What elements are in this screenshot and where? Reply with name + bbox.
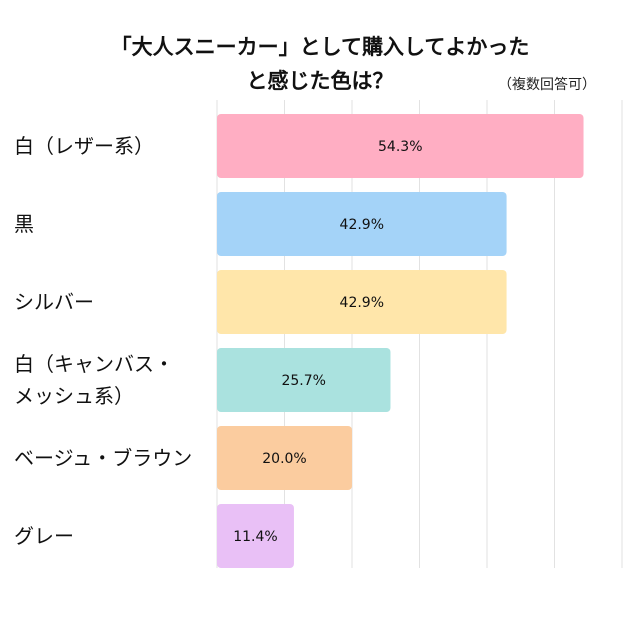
chart-title: 「大人スニーカー」として購入してよかった と感じた色は？ (110, 35, 530, 93)
category-label: シルバー (14, 290, 94, 314)
bar (217, 270, 507, 334)
category-label: グレー (14, 524, 74, 548)
bar (217, 504, 294, 568)
value-label: 42.9% (340, 217, 384, 233)
value-label: 42.9% (340, 295, 384, 311)
category-label: 黒 (14, 212, 34, 236)
category-label: 白（キャンバス・ メッシュ系） (14, 352, 174, 408)
bar (217, 114, 584, 178)
value-label: 20.0% (262, 451, 306, 467)
chart-subtitle: （複数回答可） (498, 77, 596, 93)
bar (217, 348, 391, 412)
category-label: ベージュ・ブラウン (14, 446, 193, 470)
category-label: 白（レザー系） (14, 134, 154, 158)
value-label: 54.3% (378, 139, 422, 155)
value-label: 25.7% (281, 373, 325, 389)
value-label: 11.4% (233, 529, 277, 545)
bar (217, 426, 352, 490)
bar (217, 192, 507, 256)
